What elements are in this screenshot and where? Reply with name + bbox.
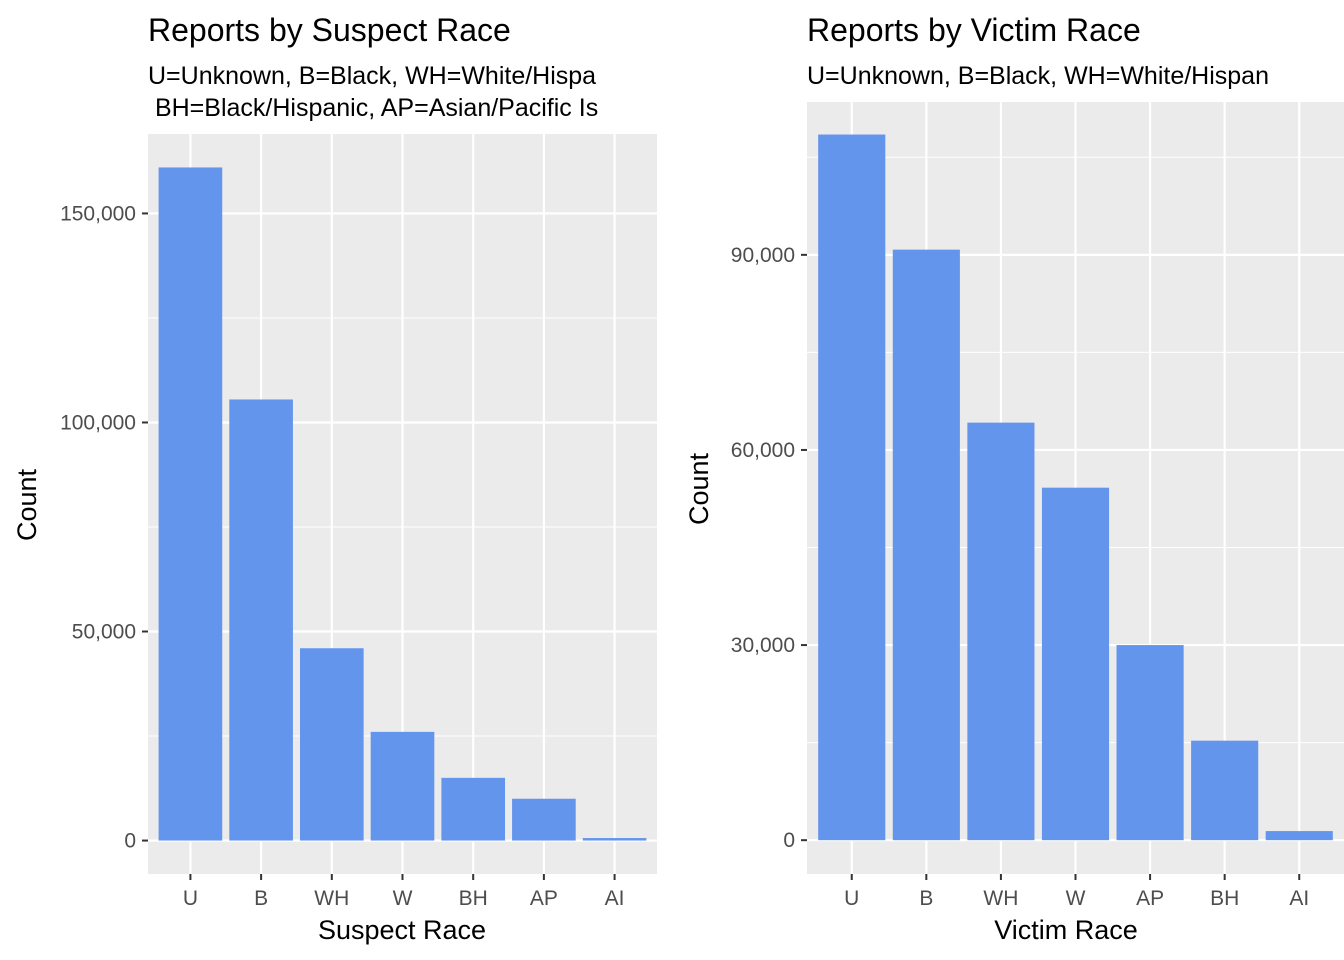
y-tick-label: 90,000 [731,244,795,267]
x-tick-label: B [919,887,933,910]
bars [158,167,647,841]
y-axis-title: Count [684,452,714,525]
y-tick-label: 100,000 [60,411,136,434]
x-tick-label: U [183,887,198,910]
bar-BH [441,777,506,841]
bar-U [158,167,223,841]
y-tick-label: 30,000 [731,634,795,657]
chart-title: Reports by Suspect Race [148,12,511,48]
x-tick-label: AP [530,887,558,910]
bar-W [1041,487,1110,841]
bar-AP [1116,645,1184,841]
bar-WH [967,422,1035,841]
x-tick-label: BH [459,887,488,910]
y-tick-label: 50,000 [72,621,136,644]
bar-B [229,399,293,841]
x-axis-title: Victim Race [994,915,1138,945]
x-tick-label: AP [1136,887,1164,910]
chart-title: Reports by Victim Race [807,12,1141,48]
bar-AI [582,838,647,841]
bar-W [370,731,435,841]
y-tick-label: 0 [783,829,795,852]
x-tick-label: W [1066,887,1086,910]
suspect-race-chart: Reports by Suspect Race U=Unknown, B=Bla… [12,12,657,945]
x-tick-label: B [254,887,268,910]
y-axis: 0 50,000 100,000 150,000 [60,202,148,853]
bar-U [818,134,886,841]
x-tick-label: U [844,887,859,910]
bar-WH [299,648,364,841]
x-axis: U B WH W BH AP AI [183,874,625,910]
bar-B [892,249,960,841]
chart-subtitle-line-2: BH=Black/Hispanic, AP=Asian/Pacific Is [148,94,598,122]
y-tick-label: 0 [124,830,136,853]
x-tick-label: AI [605,887,625,910]
bar-BH [1191,740,1259,841]
x-axis-title: Suspect Race [318,915,486,945]
x-tick-label: WH [983,887,1018,910]
y-axis-title: Count [12,468,42,541]
x-tick-label: W [393,887,413,910]
x-axis: U B WH W AP BH AI [844,874,1309,910]
bar-AP [512,798,576,841]
x-tick-label: AI [1289,887,1309,910]
chart-subtitle-line-1: U=Unknown, B=Black, WH=White/Hispan [807,62,1269,90]
bars [818,134,1333,841]
y-axis: 0 30,000 60,000 90,000 [731,244,807,852]
y-tick-label: 60,000 [731,439,795,462]
bar-AI [1265,831,1333,841]
victim-race-chart: Reports by Victim Race U=Unknown, B=Blac… [684,12,1344,945]
chart-subtitle-line-1: U=Unknown, B=Black, WH=White/Hispa [148,62,596,90]
x-tick-label: BH [1210,887,1239,910]
y-tick-label: 150,000 [60,202,136,225]
x-tick-label: WH [314,887,349,910]
